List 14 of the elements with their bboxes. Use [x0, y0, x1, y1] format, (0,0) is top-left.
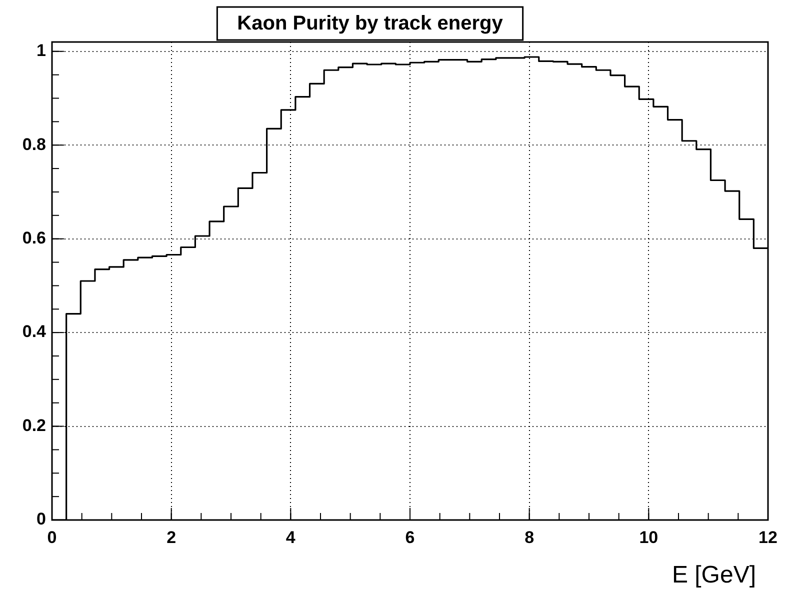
- y-tick-label: 0.6: [22, 228, 46, 248]
- x-tick-label: 2: [166, 528, 176, 547]
- x-tick-label: 12: [758, 528, 778, 547]
- x-axis-title: E [GeV]: [672, 562, 756, 589]
- x-tick-label: 4: [286, 528, 296, 547]
- y-tick-label: 0.8: [22, 134, 46, 154]
- x-tick-label: 8: [524, 528, 534, 547]
- chart-title: Kaon Purity by track energy: [237, 12, 504, 35]
- y-tick-label: 0.4: [22, 322, 47, 342]
- y-tick-label: 1: [36, 41, 46, 60]
- x-tick-label: 10: [639, 528, 658, 547]
- x-tick-label: 6: [405, 528, 415, 547]
- y-tick-label: 0.2: [22, 416, 46, 435]
- y-tick-label: 0: [36, 510, 46, 529]
